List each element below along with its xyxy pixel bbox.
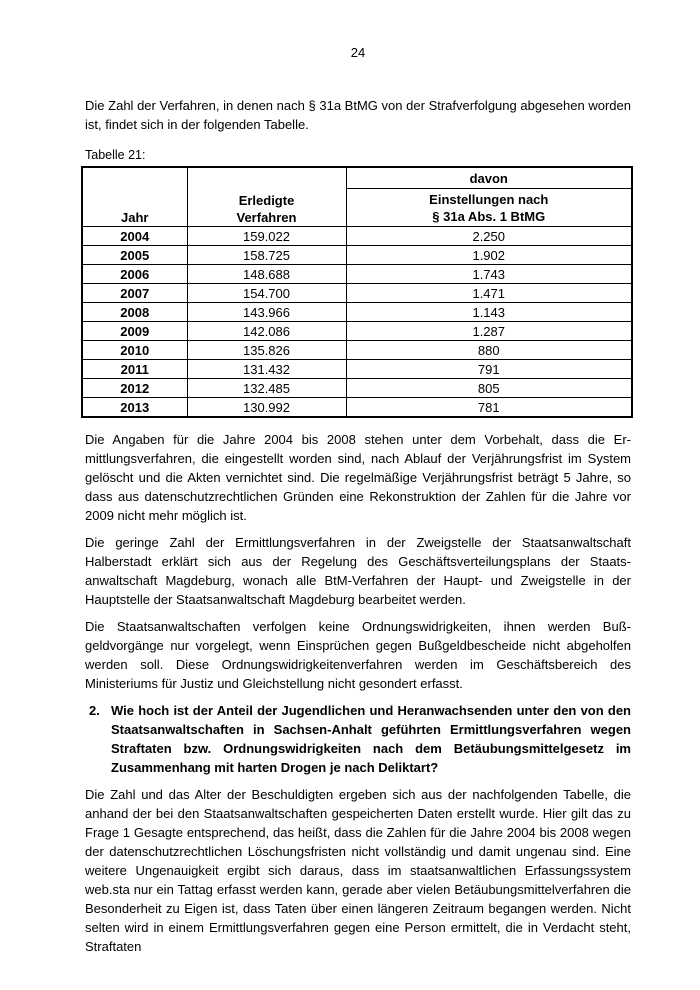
table-cell-einstellungen: 805 xyxy=(345,378,633,398)
table-cell-jahr: 2012 xyxy=(81,378,188,398)
table-cell-erledigte: 154.700 xyxy=(186,283,347,303)
table-row: 2013 130.992 781 xyxy=(81,397,633,418)
table-cell-einstellungen: 1.287 xyxy=(345,321,633,341)
table-cell-jahr: 2008 xyxy=(81,302,188,322)
table-cell-einstellungen: 781 xyxy=(345,397,633,418)
table-row: 2006 148.688 1.743 xyxy=(81,264,633,284)
paragraph-answer: Die Zahl und das Alter der Beschuldigten… xyxy=(85,787,631,954)
table-cell-jahr: 2010 xyxy=(81,340,188,360)
table-cell-erledigte: 131.432 xyxy=(186,359,347,379)
table-header-davon: davon xyxy=(345,166,633,189)
table-row: 2012 132.485 805 xyxy=(81,378,633,398)
table-cell-einstellungen: 880 xyxy=(345,340,633,360)
question-text: Wie hoch ist der Anteil der Jugendlichen… xyxy=(111,703,631,775)
table-cell-jahr: 2005 xyxy=(81,245,188,265)
question-2: 2. Wie hoch ist der Anteil der Jugendlic… xyxy=(85,701,631,777)
table-cell-einstellungen: 1.143 xyxy=(345,302,633,322)
table-header: Jahr Erledigte Verfahren davon Einstellu… xyxy=(81,166,633,227)
table-cell-jahr: 2004 xyxy=(81,226,188,246)
table-cell-erledigte: 158.725 xyxy=(186,245,347,265)
table-cell-erledigte: 143.966 xyxy=(186,302,347,322)
table-cell-jahr: 2011 xyxy=(81,359,188,379)
paragraph-intro: Die Zahl der Verfahren, in denen nach § … xyxy=(85,98,631,132)
table-row: 2011 131.432 791 xyxy=(81,359,633,379)
table-cell-erledigte: 130.992 xyxy=(186,397,347,418)
table-row: 2007 154.700 1.471 xyxy=(81,283,633,303)
table-row: 2005 158.725 1.902 xyxy=(81,245,633,265)
table-row: 2010 135.826 880 xyxy=(81,340,633,360)
table-cell-jahr: 2009 xyxy=(81,321,188,341)
table-cell-jahr: 2007 xyxy=(81,283,188,303)
table-cell-erledigte: 148.688 xyxy=(186,264,347,284)
table-cell-einstellungen: 791 xyxy=(345,359,633,379)
paragraph-halberstadt: Die geringe Zahl der Ermittlungsverfahre… xyxy=(85,535,631,607)
table-header-erledigte-verfahren: Erledigte Verfahren xyxy=(186,166,347,227)
paragraph-vorbehalt: Die Angaben für die Jahre 2004 bis 2008 … xyxy=(85,432,631,523)
table-21: Jahr Erledigte Verfahren davon Einstellu… xyxy=(81,166,633,418)
table-cell-jahr: 2013 xyxy=(81,397,188,418)
table-cell-erledigte: 135.826 xyxy=(186,340,347,360)
question-number: 2. xyxy=(89,703,100,718)
table-label: Tabelle 21: xyxy=(85,148,146,162)
table-cell-einstellungen: 1.471 xyxy=(345,283,633,303)
table-cell-erledigte: 159.022 xyxy=(186,226,347,246)
table-row: 2008 143.966 1.143 xyxy=(81,302,633,322)
table-cell-einstellungen: 1.743 xyxy=(345,264,633,284)
table-row: 2009 142.086 1.287 xyxy=(81,321,633,341)
page-number: 24 xyxy=(350,45,366,60)
table-cell-erledigte: 142.086 xyxy=(186,321,347,341)
table-header-jahr: Jahr xyxy=(81,166,188,227)
table-cell-einstellungen: 2.250 xyxy=(345,226,633,246)
table-cell-einstellungen: 1.902 xyxy=(345,245,633,265)
table-row: 2004 159.022 2.250 xyxy=(81,226,633,246)
table-cell-erledigte: 132.485 xyxy=(186,378,347,398)
table-body: 2004 159.022 2.250 2005 158.725 1.902 2006 148.… xyxy=(81,226,633,418)
table-header-einstellungen: Einstellungen nach § 31a Abs. 1 BtMG xyxy=(345,188,633,227)
table-cell-jahr: 2006 xyxy=(81,264,188,284)
paragraph-ordnungswidrigkeiten: Die Staatsanwaltschaften verfolgen keine… xyxy=(85,619,631,691)
